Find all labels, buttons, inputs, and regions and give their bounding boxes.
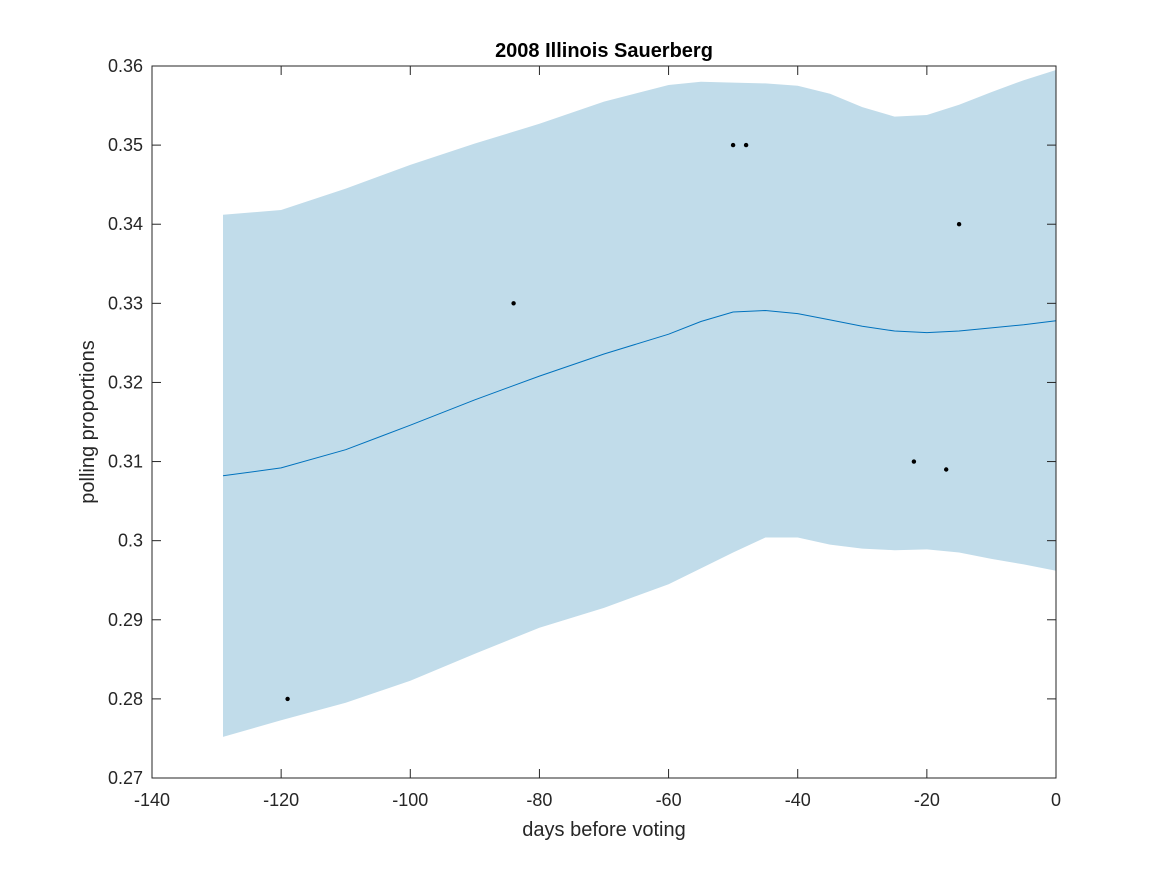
y-tick-label: 0.28: [108, 689, 143, 709]
plot-layer: [222, 70, 1057, 737]
y-axis-label: polling proportions: [77, 340, 99, 503]
axes-layer: -140 -120 -100 -80 -60 -40 -20 0 0.27 0.28 0.29 0.3…: [108, 56, 1061, 810]
y-tick-label: 0.33: [108, 293, 143, 313]
text-layer: 2008 Illinois Sauerberg days before voti…: [77, 40, 713, 841]
x-tick-label: -40: [785, 790, 811, 810]
data-point: [285, 696, 290, 702]
x-tick-label: -20: [914, 790, 940, 810]
data-point: [511, 301, 516, 306]
data-point: [911, 459, 917, 464]
x-tick-label: -140: [134, 790, 170, 810]
x-axis-label: days before voting: [522, 819, 685, 841]
trend-line: [222, 309, 1057, 477]
data-point: [956, 222, 962, 227]
y-tick-label: 0.31: [108, 452, 143, 472]
y-tick-label: 0.27: [108, 768, 143, 788]
x-tick-label: 0: [1051, 790, 1061, 810]
y-tick-label: 0.29: [108, 610, 143, 630]
y-tick-label: 0.3: [118, 531, 143, 551]
x-tick-label: -120: [263, 790, 299, 810]
x-tick-label: -100: [392, 790, 428, 810]
data-point: [730, 142, 736, 148]
x-tick-label: -60: [656, 790, 682, 810]
chart-title: 2008 Illinois Sauerberg: [495, 40, 713, 62]
y-tick-label: 0.36: [108, 56, 143, 76]
axes-box: [151, 65, 1057, 779]
confidence-band: [223, 70, 1056, 737]
y-tick-label: 0.32: [108, 372, 143, 392]
x-tick-label: -80: [526, 790, 552, 810]
data-point: [743, 142, 749, 148]
y-tick-label: 0.34: [108, 214, 143, 234]
data-point: [944, 467, 949, 472]
y-tick-label: 0.35: [108, 135, 143, 155]
